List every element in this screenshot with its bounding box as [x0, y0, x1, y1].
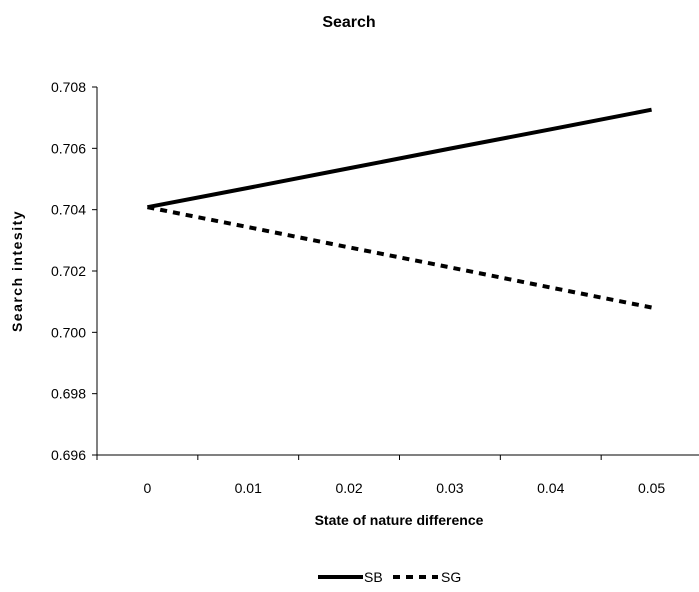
legend-label-sb: SB: [364, 569, 383, 585]
legend: SB SG: [318, 569, 461, 585]
y-tick-label: 0.708: [51, 79, 86, 95]
chart-title: Search: [322, 14, 375, 31]
y-tick-label: 0.706: [51, 140, 86, 156]
y-tick-label: 0.698: [51, 386, 86, 402]
x-tick-label: 0.02: [335, 480, 362, 496]
y-tick-label: 0.702: [51, 263, 86, 279]
x-axis-title: State of nature difference: [315, 512, 484, 528]
x-tick-label: 0.03: [436, 480, 463, 496]
y-axis-title: Search intesity: [9, 210, 25, 332]
series-line-sb: [147, 107, 652, 210]
series-layer: [147, 107, 652, 310]
x-tick-label: 0.05: [638, 480, 665, 496]
y-tick-label: 0.704: [51, 202, 86, 218]
x-tick-label: 0: [144, 480, 152, 496]
y-tick-label: 0.700: [51, 324, 86, 340]
legend-label-sg: SG: [441, 569, 461, 585]
x-tick-label: 0.01: [235, 480, 262, 496]
y-axis-ticks: 0.696 0.698 0.700 0.702 0.704 0.706 0.708: [51, 79, 97, 463]
x-tick-label: 0.04: [537, 480, 564, 496]
x-axis-ticks: 0 0.01 0.02 0.03 0.04 0.05: [96, 455, 665, 496]
series-line-sg: [147, 205, 652, 310]
y-tick-label: 0.696: [51, 447, 86, 463]
